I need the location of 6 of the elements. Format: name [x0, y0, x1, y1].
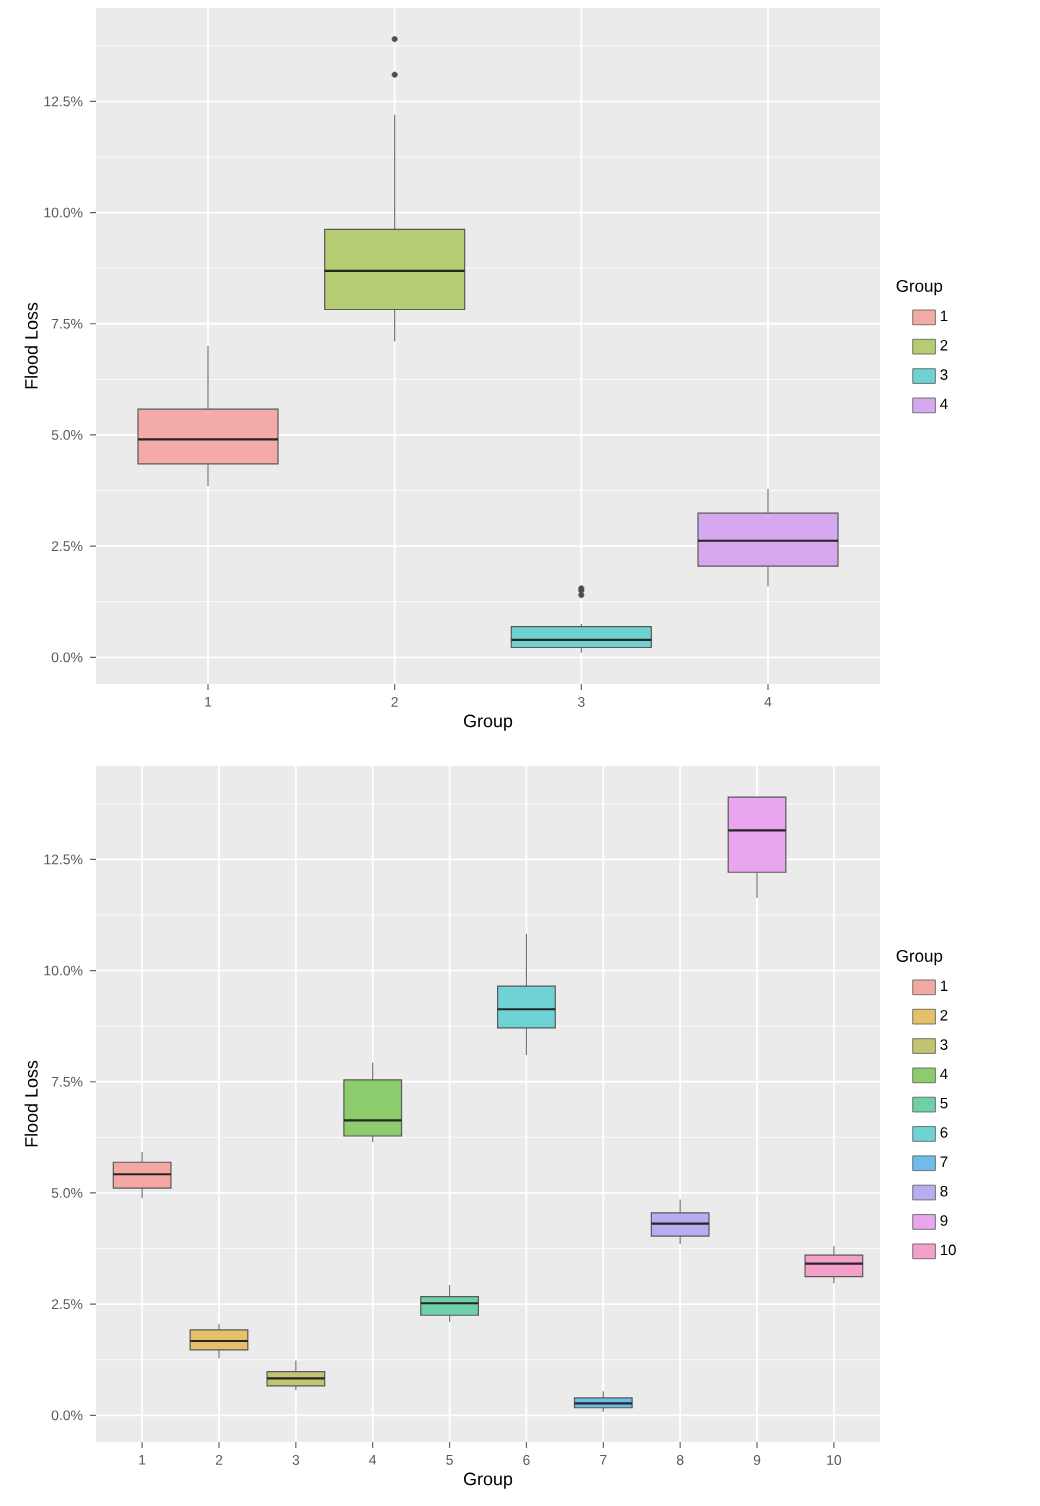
x-axis-title: Group: [463, 714, 513, 731]
y-axis-title: Flood Loss: [24, 1060, 38, 1147]
legend-title: Group: [896, 949, 943, 966]
x-axis-title: Group: [463, 1472, 513, 1489]
y-axis-title: Flood Loss: [24, 302, 38, 389]
legend-title: Group: [896, 279, 943, 296]
